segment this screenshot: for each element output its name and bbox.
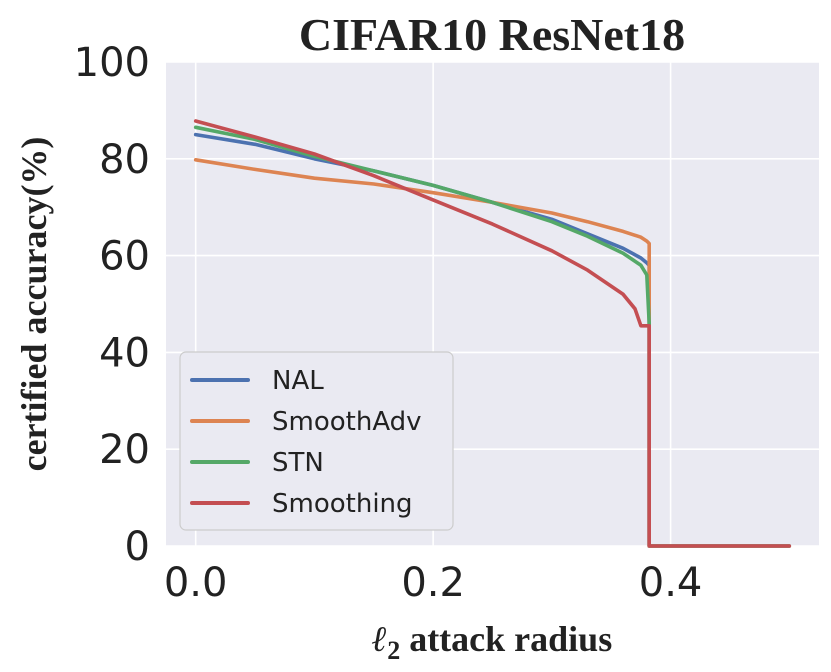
legend-label-stn: STN (272, 448, 324, 478)
y-tick-label: 100 (74, 40, 150, 86)
x-tick-label: 0.0 (164, 560, 228, 606)
y-tick-label: 40 (99, 330, 150, 376)
x-tick-label: 0.2 (401, 560, 465, 606)
y-tick-label: 0 (125, 524, 150, 570)
y-tick-label: 80 (99, 137, 150, 183)
y-tick-label: 20 (99, 427, 150, 473)
x-axis-label-subscript: 2 (387, 636, 400, 665)
chart-title: CIFAR10 ResNet18 (299, 9, 685, 60)
legend-entries: NAL SmoothAdv STN Smoothing (190, 366, 422, 519)
x-axis-label-text: attack radius (400, 619, 612, 659)
legend-label-smoothadv: SmoothAdv (272, 407, 422, 437)
y-axis-label: certified accuracy(%) (14, 137, 54, 472)
y-tick-labels: 0 20 40 60 80 100 (74, 40, 150, 570)
series-line-smoothadv (193, 158, 792, 548)
series-line-smoothing (193, 119, 792, 548)
series-lines (193, 119, 792, 548)
x-tick-label: 0.4 (639, 560, 703, 606)
x-axis-label-symbol: ℓ (372, 619, 387, 659)
x-axis-label: ℓ2 attack radius (372, 619, 612, 665)
y-tick-label: 60 (99, 234, 150, 280)
legend-label-smoothing: Smoothing (272, 489, 413, 519)
legend-label-nal: NAL (272, 366, 324, 396)
legend: NAL SmoothAdv STN Smoothing (179, 351, 454, 531)
x-tick-labels: 0.0 0.2 0.4 (164, 560, 703, 606)
legend-box (179, 351, 454, 531)
